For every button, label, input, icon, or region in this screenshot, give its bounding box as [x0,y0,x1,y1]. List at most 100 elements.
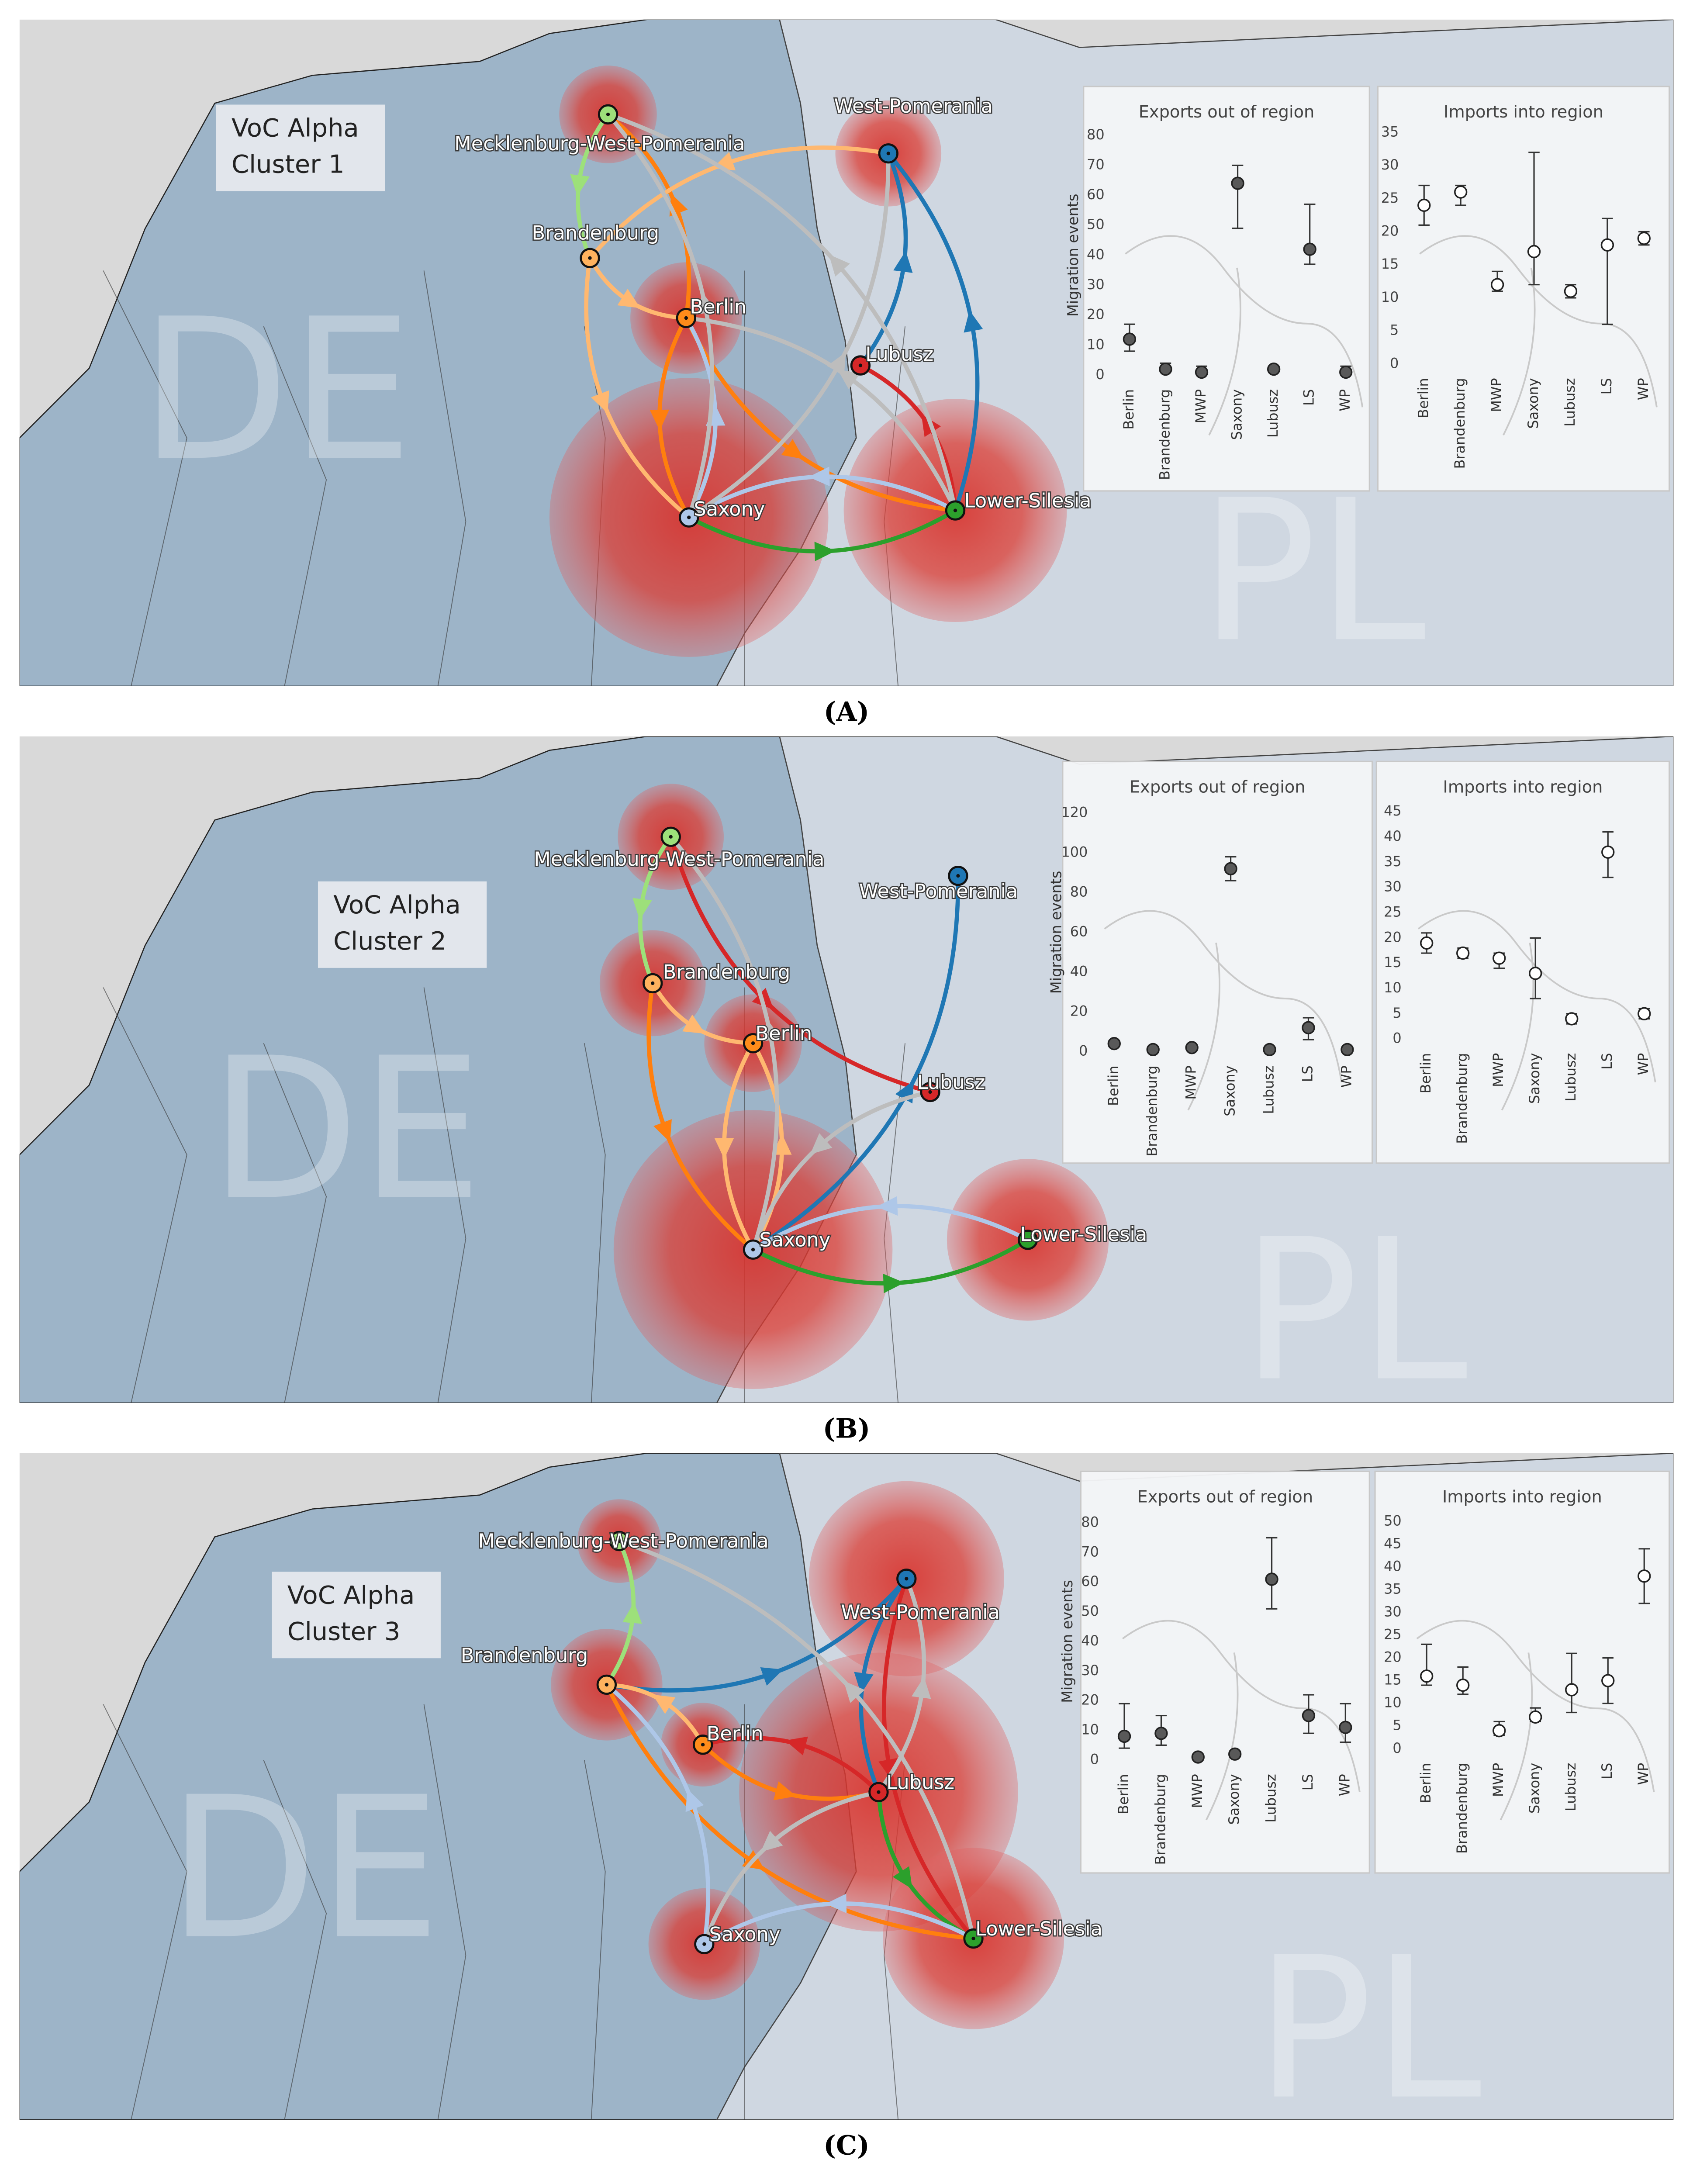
x-tick-label: Lubusz [1562,1763,1579,1811]
y-tick-label: 80 [1081,1514,1099,1531]
y-tick-label: 10 [1384,979,1402,996]
x-tick-label: Saxony [1526,1763,1543,1814]
x-tick-label: Berlin [1115,1774,1132,1814]
x-tick-label: LS [1301,389,1317,406]
region-node-dot [669,835,673,839]
region-label: Brandenburg [663,961,791,984]
x-tick-label: Saxony [1229,389,1245,440]
chart-title: Exports out of region [1139,102,1315,122]
x-tick-label: MWP [1183,1065,1199,1099]
x-tick-label: Lubusz [1562,378,1578,426]
panel-label: (A) [824,696,869,727]
point [1454,185,1468,199]
region-node-dot [751,1248,755,1251]
x-tick-label: LS [1599,1053,1615,1070]
title-box [318,881,487,968]
region-node-dot [617,1539,621,1543]
y-tick-label: 25 [1384,904,1402,920]
map-trace [1416,1620,1655,1821]
region-label: Saxony [694,498,765,521]
y-tick-label: 50 [1087,216,1105,233]
region-label: Berlin [707,1722,764,1745]
y-tick-label: 100 [1061,843,1088,860]
region-node-dot [606,112,610,117]
point [1302,1021,1315,1034]
arrow-head [685,1789,704,1812]
x-tick-label: WP [1336,1774,1353,1796]
arrow-head [854,1672,874,1694]
point [1490,278,1504,291]
y-tick-label: 0 [1095,366,1104,383]
title-box [272,1572,441,1659]
point [1224,862,1237,876]
y-tick-label: 40 [1081,1632,1099,1649]
y-tick-label: 20 [1384,929,1402,945]
point [1600,238,1614,252]
y-tick-label: 20 [1384,1649,1402,1666]
arrow-head [883,1274,905,1293]
arrow-head [808,467,830,487]
arrow-head [785,1736,808,1755]
y-tick-label: 30 [1087,276,1105,293]
country-label: PL [1255,1916,1482,2143]
region-node-dot [751,1041,755,1045]
country-label: DE [209,1016,483,1243]
x-tick-label: Berlin [1415,378,1431,418]
arrow-head [650,409,670,431]
title-box [216,104,385,191]
arrow-head [810,1133,833,1154]
arrow-head [876,1196,898,1216]
arrow-head [714,1138,734,1159]
point [1565,1683,1579,1697]
map-trace [1122,1620,1361,1821]
region-node-dot [588,256,592,260]
y-tick-label: 60 [1070,923,1088,940]
y-tick-label: 60 [1081,1573,1099,1590]
admin-border [103,270,187,686]
cluster-title: Cluster 2 [333,926,446,956]
point [1146,1043,1160,1057]
y-tick-label: 20 [1381,223,1399,239]
point [1231,176,1244,190]
y-tick-label: 15 [1384,954,1402,971]
point [1529,1710,1542,1724]
y-tick-label: 0 [1390,355,1399,371]
point [1638,1007,1651,1021]
x-tick-label: LS [1599,1763,1615,1780]
chart-background [1377,86,1670,492]
inset-chart: Imports into region 0 5 10 15 20 25 30 35 40 45 Ber… [1375,760,1670,1164]
x-tick-label: Brandenburg [1152,1774,1168,1865]
y-tick-label: 20 [1070,1002,1088,1019]
y-tick-label: 30 [1081,1662,1099,1679]
chart-background [1375,760,1670,1164]
y-tick-label: 25 [1384,1626,1402,1643]
point [1529,967,1542,980]
point [1456,946,1470,960]
y-tick-label: 30 [1384,878,1402,895]
y-tick-label: 10 [1081,1721,1099,1738]
x-tick-label: Lubusz [1265,389,1281,438]
y-tick-label: 45 [1384,1535,1402,1552]
x-tick-label: Berlin [1105,1065,1122,1106]
inset-chart: Exports out of region 0 20 40 60 80 100 120 Migr… [1048,760,1373,1164]
arrow-head [652,1694,676,1714]
x-tick-label: Brandenburg [1454,1763,1470,1854]
y-tick-label: 25 [1381,190,1399,206]
x-tick-label: LS [1598,378,1615,394]
point [1493,1724,1506,1738]
point [1339,1721,1352,1734]
point [1159,363,1172,376]
region-node-dot [886,152,890,156]
region-node-dot [928,1090,932,1094]
arrow-head [617,289,640,308]
chart-title: Exports out of region [1130,777,1306,797]
y-tick-label: 0 [1079,1042,1088,1059]
x-tick-label: LS [1299,1774,1316,1790]
x-tick-label: Berlin [1417,1763,1434,1804]
region-node-dot [687,515,691,519]
region-label: West-Pomerania [859,880,1018,902]
point [1341,1043,1354,1057]
y-tick-label: 15 [1384,1672,1402,1688]
